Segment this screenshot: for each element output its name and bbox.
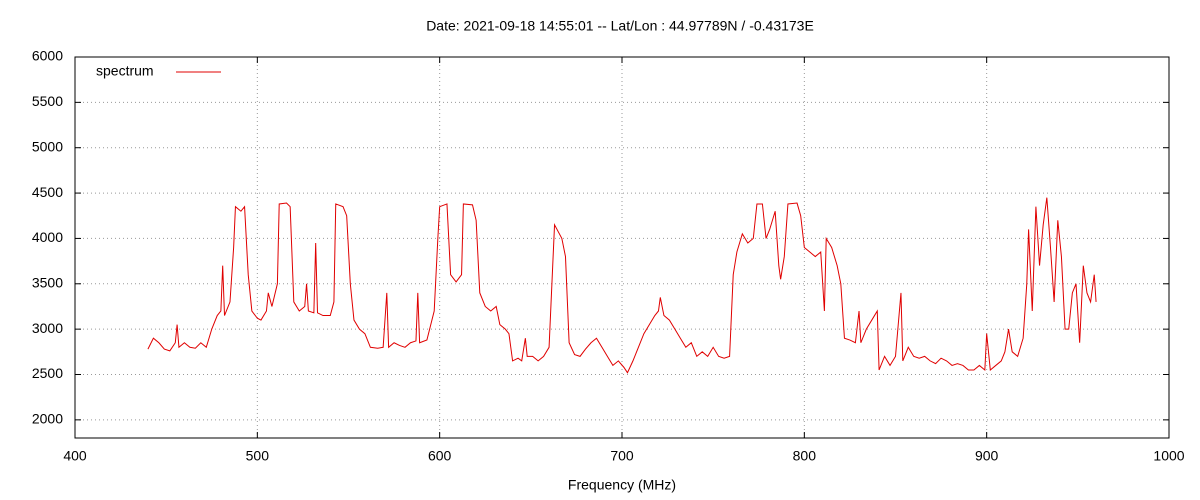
y-tick-label: 4500	[32, 184, 63, 200]
x-tick-label: 900	[975, 448, 999, 464]
plot-frame	[74, 56, 1170, 439]
x-tick-label: 600	[428, 448, 452, 464]
chart-title: Date: 2021-09-18 14:55:01 -- Lat/Lon : 4…	[426, 18, 814, 34]
y-tick-label: 3000	[32, 320, 63, 336]
x-tick-label: 400	[63, 448, 87, 464]
legend-label: spectrum	[96, 63, 154, 79]
y-tick-label: 3500	[32, 274, 63, 290]
x-tick-label: 1000	[1153, 448, 1184, 464]
spectrum-line	[147, 197, 1097, 374]
y-tick-label: 2000	[32, 411, 63, 427]
x-tick-label: 500	[246, 448, 270, 464]
x-tick-label: 700	[610, 448, 634, 464]
y-tick-label: 2500	[32, 365, 63, 381]
y-tick-label: 5000	[32, 138, 63, 154]
y-tick-label: 4000	[32, 229, 63, 245]
y-tick-label: 5500	[32, 93, 63, 109]
x-tick-label: 800	[793, 448, 817, 464]
y-tick-label: 6000	[32, 48, 63, 64]
x-axis-label: Frequency (MHz)	[568, 477, 676, 493]
